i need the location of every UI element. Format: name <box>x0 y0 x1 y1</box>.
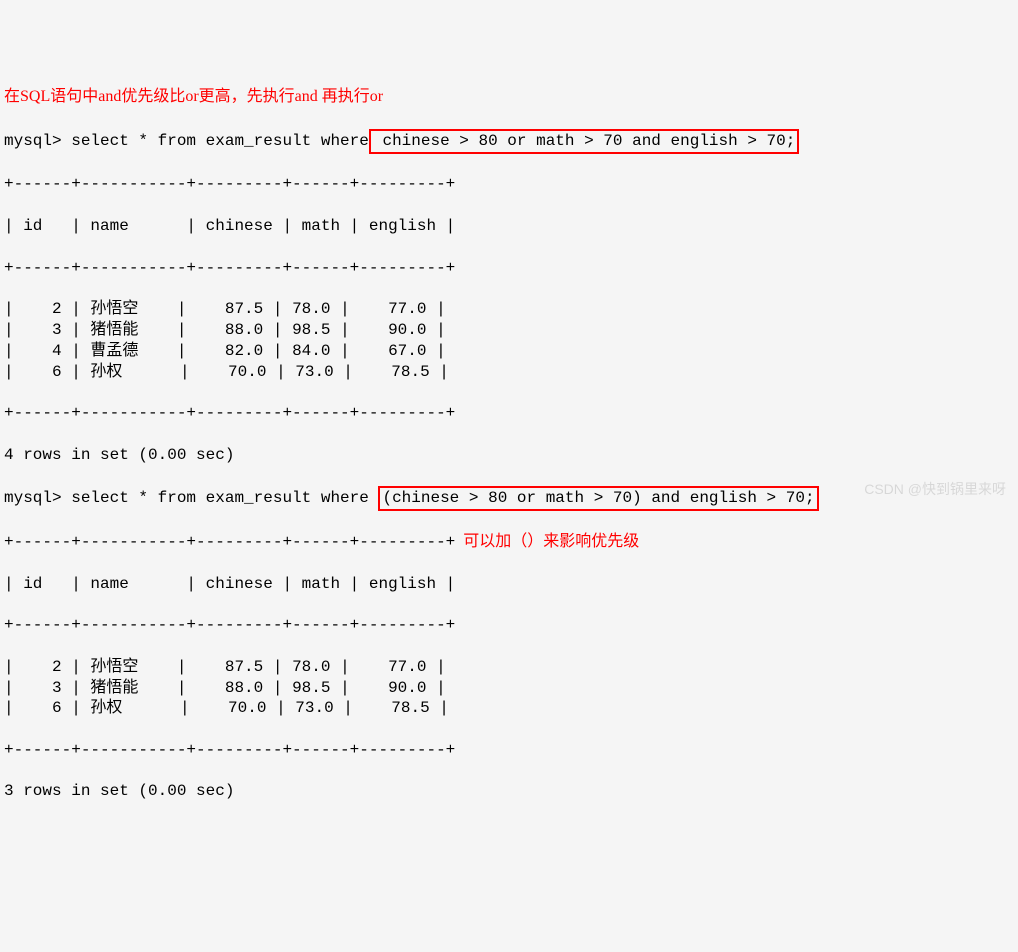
top-annotation: 在SQL语句中and优先级比or更高，先执行and 再执行or <box>4 87 1014 108</box>
table-row: | 2 | 孙悟空 | 87.5 | 78.0 | 77.0 | <box>4 299 1014 320</box>
table1-body: | 2 | 孙悟空 | 87.5 | 78.0 | 77.0 || 3 | 猪悟… <box>4 299 1014 382</box>
query1-prefix: select * from exam_result where <box>62 132 369 150</box>
table1-border-mid: +------+-----------+---------+------+---… <box>4 258 1014 279</box>
table1-border-top: +------+-----------+---------+------+---… <box>4 174 1014 195</box>
result1-footer: 4 rows in set (0.00 sec) <box>4 445 1014 466</box>
table1-header: | id | name | chinese | math | english | <box>4 216 1014 237</box>
query-line-1: mysql> select * from exam_result where c… <box>4 129 1014 154</box>
table2-border-mid: +------+-----------+---------+------+---… <box>4 615 1014 636</box>
query2-highlight-box: (chinese > 80 or math > 70) and english … <box>378 486 818 511</box>
table-row: | 6 | 孙权 | 70.0 | 73.0 | 78.5 | <box>4 362 1014 383</box>
table2-body: | 2 | 孙悟空 | 87.5 | 78.0 | 77.0 || 3 | 猪悟… <box>4 657 1014 719</box>
table2-border-top: +------+-----------+---------+------+---… <box>4 533 455 551</box>
table2-border-bottom: +------+-----------+---------+------+---… <box>4 740 1014 761</box>
query-line-2: mysql> select * from exam_result where (… <box>4 486 1014 511</box>
side-annotation: 可以加（）来影响优先级 <box>463 533 639 550</box>
table2-header: | id | name | chinese | math | english | <box>4 574 1014 595</box>
table1-border-bottom: +------+-----------+---------+------+---… <box>4 403 1014 424</box>
table-row: | 3 | 猪悟能 | 88.0 | 98.5 | 90.0 | <box>4 678 1014 699</box>
table-row: | 4 | 曹孟德 | 82.0 | 84.0 | 67.0 | <box>4 341 1014 362</box>
table-row: | 6 | 孙权 | 70.0 | 73.0 | 78.5 | <box>4 698 1014 719</box>
table-row: | 2 | 孙悟空 | 87.5 | 78.0 | 77.0 | <box>4 657 1014 678</box>
table-row: | 3 | 猪悟能 | 88.0 | 98.5 | 90.0 | <box>4 320 1014 341</box>
watermark: CSDN @快到锅里来呀 <box>864 480 1006 498</box>
result2-footer: 3 rows in set (0.00 sec) <box>4 781 1014 802</box>
mysql-prompt: mysql> <box>4 132 62 150</box>
table2-border-top-line: +------+-----------+---------+------+---… <box>4 532 1014 553</box>
mysql-prompt-2: mysql> <box>4 489 62 507</box>
query1-highlight-box: chinese > 80 or math > 70 and english > … <box>369 129 799 154</box>
query2-prefix: select * from exam_result where <box>62 489 379 507</box>
